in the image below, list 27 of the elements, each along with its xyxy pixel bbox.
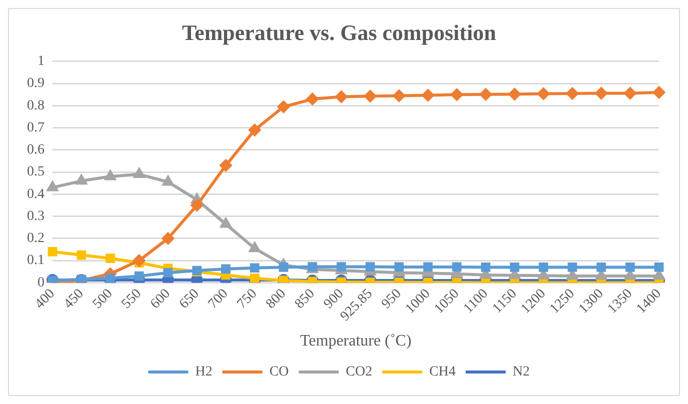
legend-label: CO: [269, 364, 289, 380]
x-tick-label: 750: [234, 286, 260, 312]
y-tick-label: 0.9: [27, 76, 44, 92]
y-tick-label: 0.1: [27, 253, 44, 268]
x-tick-label: 700: [206, 286, 232, 312]
legend-label: CO2: [346, 364, 372, 380]
x-tick-label: 500: [90, 286, 116, 312]
y-tick-label: 0.3: [27, 208, 44, 224]
y-tick-label: 0.2: [27, 231, 44, 246]
x-tick-label: 600: [148, 286, 174, 312]
chart-title: Temperature vs. Gas composition: [182, 20, 496, 45]
y-tick-label: 0.6: [27, 142, 44, 158]
y-tick-label: 0.4: [27, 186, 44, 202]
legend-label: CH4: [429, 364, 456, 380]
y-tick-label: 0.5: [27, 164, 44, 180]
x-tick-label: 450: [61, 286, 87, 312]
x-tick-label: 950: [379, 286, 404, 312]
y-tick-label: 0.7: [27, 120, 44, 136]
legend-label: H2: [195, 364, 212, 380]
x-axis-title: Temperature (˚C): [300, 332, 412, 350]
y-tick-label: 0.8: [27, 98, 44, 114]
legend-label: N2: [512, 364, 530, 380]
x-tick-label: 850: [292, 286, 318, 312]
x-tick-label: 650: [176, 286, 202, 312]
x-tick-label: 550: [119, 286, 145, 312]
y-tick-label: 1: [38, 54, 44, 70]
x-tick-label: 800: [264, 286, 289, 312]
